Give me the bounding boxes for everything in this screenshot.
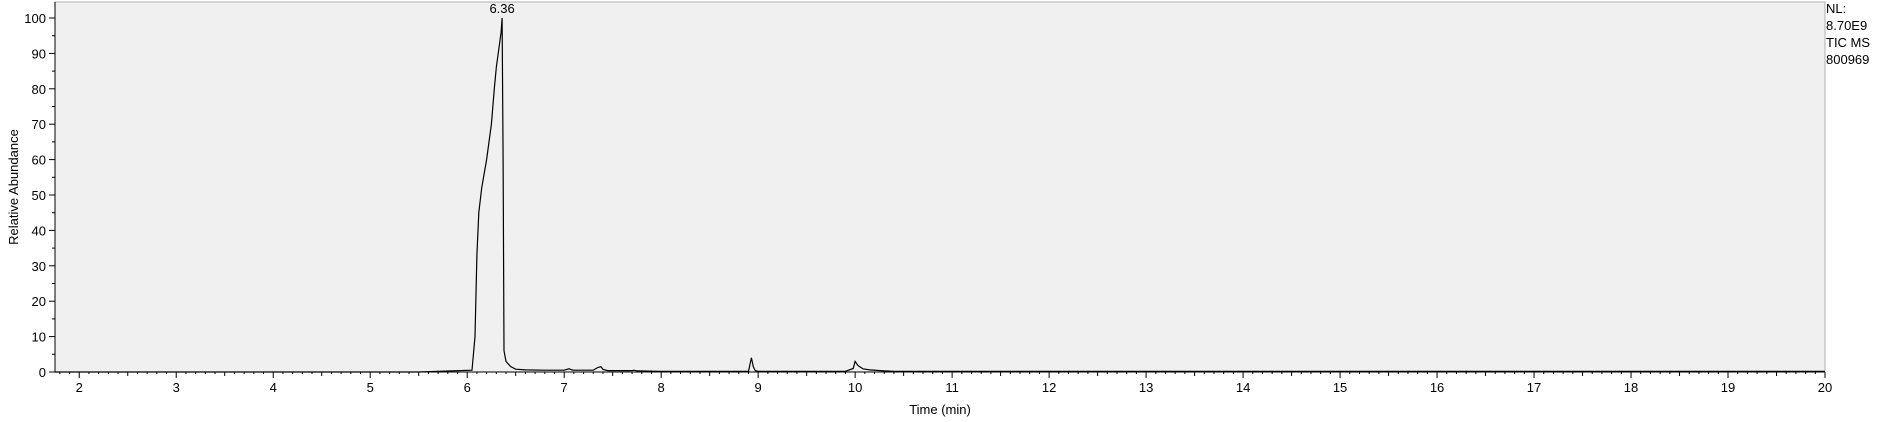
x-tick-label: 7: [561, 380, 568, 395]
x-tick-label: 4: [270, 380, 277, 395]
x-tick-label: 2: [76, 380, 83, 395]
x-tick-label: 11: [945, 380, 959, 395]
x-tick-label: 13: [1139, 380, 1153, 395]
y-tick-label: 70: [32, 117, 46, 132]
y-tick-label: 60: [32, 153, 46, 168]
peak-annotations: 6.36: [489, 1, 514, 16]
acquisition-info: NL: 8.70E9 TIC MS 800969: [1826, 0, 1870, 68]
nl-label: NL:: [1826, 1, 1847, 16]
plot-background: [54, 1, 1826, 373]
x-axis-title: Time (min): [909, 402, 971, 417]
x-tick-label: 12: [1042, 380, 1056, 395]
y-tick-label: 0: [39, 365, 46, 380]
x-tick-label: 10: [848, 380, 862, 395]
y-tick-label: 30: [32, 259, 46, 274]
chromatogram-trace: [55, 17, 1825, 373]
x-tick-label: 20: [1818, 380, 1832, 395]
x-tick-label: 19: [1721, 380, 1735, 395]
y-axis: 0 10 20 30 40 50 60 70 80 90 100: [24, 2, 56, 380]
x-tick-label: 9: [755, 380, 762, 395]
peak-label: 6.36: [489, 1, 514, 16]
x-tick-label: 14: [1236, 380, 1250, 395]
y-tick-label: 100: [24, 11, 46, 26]
y-tick-label: 20: [32, 294, 46, 309]
x-tick-label: 16: [1430, 380, 1444, 395]
x-tick-label: 3: [173, 380, 180, 395]
nl-value: 8.70E9: [1826, 18, 1868, 33]
y-axis-title: Relative Abundance: [6, 129, 21, 245]
y-tick-label: 10: [32, 330, 46, 345]
x-tick-label: 5: [367, 380, 374, 395]
x-tick-label: 17: [1527, 380, 1541, 395]
y-tick-label: 90: [32, 46, 46, 61]
sample-id: 800969: [1826, 52, 1870, 67]
scan-filter: TIC MS: [1826, 35, 1871, 50]
x-tick-label: 8: [658, 380, 665, 395]
x-tick-label: 6: [464, 380, 471, 395]
x-axis: 2 3 4 5 6 7 8 9 10 11 12 13 14 15 16 17 18 19 20: [55, 371, 1832, 395]
x-tick-label: 18: [1624, 380, 1638, 395]
y-tick-label: 40: [32, 223, 46, 238]
y-tick-label: 50: [32, 188, 46, 203]
y-tick-label: 80: [32, 82, 46, 97]
x-tick-label: 15: [1333, 380, 1347, 395]
